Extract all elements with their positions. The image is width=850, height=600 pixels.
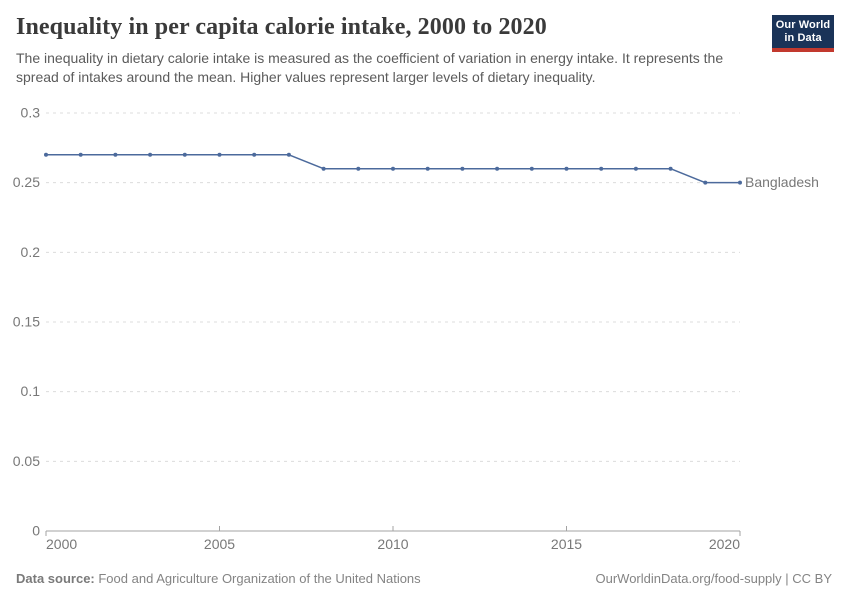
data-point <box>44 152 48 157</box>
data-point <box>321 166 326 171</box>
x-axis-tick-label: 2010 <box>377 536 408 552</box>
owid-logo-line1: Our World <box>775 19 831 31</box>
y-axis-tick-label: 0.05 <box>13 453 40 469</box>
data-source: Data source: Food and Agriculture Organi… <box>16 571 421 586</box>
x-axis-tick-label: 2015 <box>551 536 582 552</box>
data-point <box>391 166 395 171</box>
data-source-value: Food and Agriculture Organization of the… <box>94 571 421 586</box>
x-axis-tick-label: 2000 <box>46 536 77 552</box>
data-point <box>599 166 604 171</box>
data-point <box>668 166 673 171</box>
y-axis-tick-label: 0.15 <box>13 314 40 330</box>
data-point <box>460 166 465 171</box>
data-point <box>252 152 257 157</box>
y-axis-tick-label: 0.25 <box>13 174 40 190</box>
data-point <box>286 152 291 157</box>
x-axis-tick-label: 2020 <box>709 536 740 552</box>
data-point <box>148 152 153 157</box>
chart-subtitle: The inequality in dietary calorie intake… <box>16 50 724 85</box>
y-axis-tick-label: 0 <box>32 523 40 539</box>
attribution-link[interactable]: OurWorldinData.org/food-supply | CC BY <box>595 571 832 586</box>
chart-footer: Data source: Food and Agriculture Organi… <box>16 571 832 586</box>
owid-logo[interactable]: Our World in Data <box>772 15 834 52</box>
data-point <box>703 180 708 185</box>
y-axis-tick-label: 0.3 <box>21 105 41 121</box>
chart-header: Inequality in per capita calorie intake,… <box>16 14 834 86</box>
data-point <box>217 152 222 157</box>
y-axis-tick-label: 0.2 <box>21 244 41 260</box>
data-point <box>356 166 361 171</box>
y-axis-tick-label: 0.1 <box>21 383 41 399</box>
data-point <box>633 166 638 171</box>
data-source-label: Data source: <box>16 571 95 586</box>
data-point <box>113 152 118 157</box>
page-title: Inequality in per capita calorie intake,… <box>16 14 547 40</box>
data-point <box>495 166 500 171</box>
series-label: Bangladesh <box>745 174 819 190</box>
data-point <box>78 152 83 157</box>
data-point <box>738 180 742 185</box>
x-axis-tick-label: 2005 <box>204 536 235 552</box>
data-point <box>425 166 430 171</box>
owid-logo-line2: in Data <box>784 32 822 44</box>
data-point <box>182 152 187 157</box>
data-point <box>564 166 569 171</box>
data-point <box>529 166 534 171</box>
